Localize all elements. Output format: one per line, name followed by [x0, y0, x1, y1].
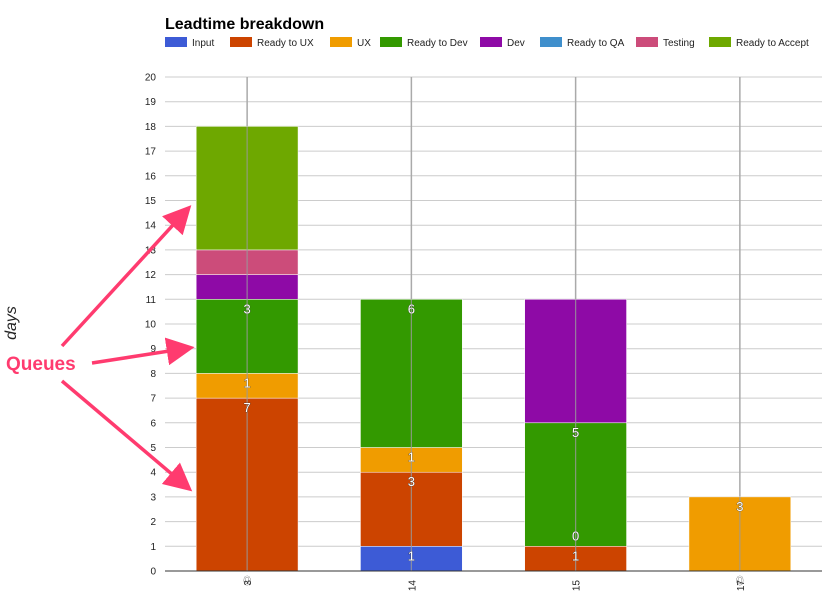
x-tick-label: 3 — [243, 580, 254, 586]
data-label: 0 — [736, 573, 743, 588]
data-label: 3 — [244, 301, 251, 316]
legend-swatch — [540, 37, 562, 47]
y-tick-label: 15 — [145, 196, 157, 207]
legend-label: Ready to Accept — [736, 38, 809, 49]
y-tick-label: 9 — [150, 344, 156, 355]
legend-label: Dev — [507, 38, 525, 49]
legend-swatch — [480, 37, 502, 47]
data-label: 7 — [244, 400, 251, 415]
y-tick-label: 3 — [150, 492, 156, 503]
y-tick-label: 4 — [150, 468, 156, 479]
legend-swatch — [709, 37, 731, 47]
legend-label: Ready to UX — [257, 38, 314, 49]
y-tick-label: 12 — [145, 270, 157, 281]
x-tick-label: 14 — [407, 580, 418, 592]
y-tick-label: 6 — [150, 418, 156, 429]
y-tick-label: 14 — [145, 221, 157, 232]
legend-swatch — [380, 37, 402, 47]
y-tick-label: 17 — [145, 147, 157, 158]
legend-label: Ready to Dev — [407, 38, 468, 49]
data-label: 1 — [408, 548, 415, 563]
y-tick-label: 11 — [146, 295, 157, 306]
legend-swatch — [165, 37, 187, 47]
queues-arrow — [60, 379, 193, 492]
data-label: 3 — [408, 474, 415, 489]
x-tick-label: 17 — [736, 580, 747, 592]
y-axis-ticks: 01234567891011121314151617181920 — [145, 73, 157, 578]
queues-annotation: Queues — [5, 205, 195, 492]
data-label: 0 — [244, 573, 251, 588]
data-label: 1 — [408, 450, 415, 465]
legend-swatch — [330, 37, 352, 47]
y-tick-label: 18 — [145, 122, 157, 133]
data-label: 0 — [572, 529, 579, 544]
bars — [195, 126, 792, 572]
legend-label: Ready to QA — [567, 38, 625, 49]
y-tick-label: 0 — [150, 567, 156, 578]
queues-arrow — [60, 205, 192, 348]
legend-swatch — [230, 37, 252, 47]
legend: Input Ready to UX UX Ready to Dev Dev Ready t… — [165, 37, 809, 49]
queues-arrow — [91, 337, 195, 366]
y-tick-label: 19 — [145, 97, 157, 108]
y-tick-label: 16 — [145, 171, 157, 182]
y-tick-label: 2 — [150, 517, 156, 528]
chart-title: Leadtime breakdown — [165, 16, 324, 33]
y-tick-label: 1 — [150, 542, 156, 553]
data-label: 1 — [244, 375, 251, 390]
legend-label: Testing — [663, 38, 695, 49]
y-tick-label: 20 — [145, 73, 157, 84]
x-axis-ticks: 3 14 15 17 — [243, 580, 747, 592]
data-label: 6 — [408, 301, 415, 316]
y-axis-label: days — [3, 306, 20, 340]
legend-label: UX — [357, 38, 371, 49]
y-tick-label: 10 — [145, 320, 157, 331]
legend-label: Input — [192, 38, 214, 49]
data-label: 3 — [736, 499, 743, 514]
x-tick-label: 15 — [572, 580, 583, 592]
data-label: 5 — [572, 425, 579, 440]
y-tick-label: 8 — [150, 369, 156, 380]
queues-label: Queues — [6, 354, 76, 375]
legend-swatch — [636, 37, 658, 47]
y-tick-label: 7 — [150, 394, 156, 405]
y-tick-label: 5 — [150, 443, 156, 454]
data-label: 1 — [572, 548, 579, 563]
